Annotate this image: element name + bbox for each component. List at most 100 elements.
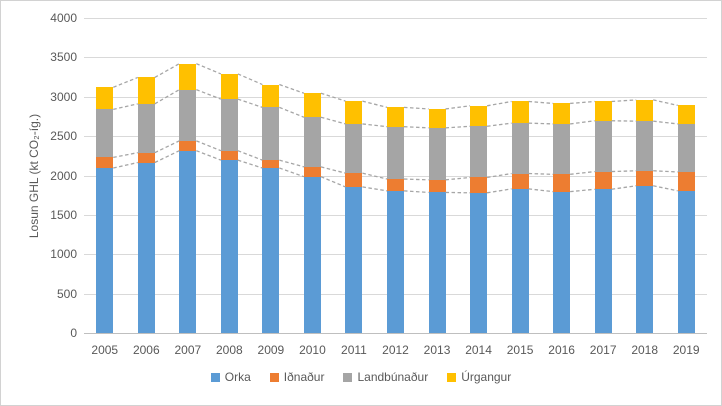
bar-segment-iðnaður-2006 xyxy=(137,152,155,163)
series-line xyxy=(486,100,512,107)
bar-segment-orka-2010 xyxy=(303,176,321,333)
bar-segment-orka-2016 xyxy=(553,191,571,333)
series-line xyxy=(403,190,429,194)
x-tick-label-2011: 2011 xyxy=(341,343,367,357)
series-line xyxy=(362,186,388,192)
series-line xyxy=(279,83,305,94)
series-line xyxy=(320,176,346,188)
series-line xyxy=(237,73,263,86)
bar-segment-landbúnaður-2011 xyxy=(345,123,363,174)
bar-segment-orka-2008 xyxy=(220,160,238,333)
series-line xyxy=(445,176,471,181)
y-tick-label: 2500 xyxy=(50,129,77,144)
bar-segment-úrgangur-2008 xyxy=(220,73,238,100)
bar-segment-orka-2015 xyxy=(511,188,529,333)
y-tick-label: 4000 xyxy=(50,11,77,25)
series-line xyxy=(570,188,595,193)
series-line xyxy=(528,100,554,105)
bar-segment-landbúnaður-2015 xyxy=(511,123,529,174)
gridline xyxy=(84,57,707,59)
series-line xyxy=(611,99,637,103)
legend-label: Iðnaður xyxy=(283,370,325,384)
series-line xyxy=(445,105,471,110)
bar-segment-landbúnaður-2012 xyxy=(387,126,404,180)
series-line xyxy=(403,178,429,181)
series-line xyxy=(486,188,512,194)
bar-segment-orka-2012 xyxy=(387,190,404,333)
bar-segment-landbúnaður-2008 xyxy=(220,99,238,151)
x-tick-label-2006: 2006 xyxy=(132,343,160,357)
bar-segment-iðnaður-2009 xyxy=(262,160,280,169)
bar-segment-iðnaður-2015 xyxy=(511,173,529,189)
legend-item-orka: Orka xyxy=(210,370,251,384)
series-line xyxy=(320,166,346,174)
series-line xyxy=(611,185,637,190)
legend-label: Úrgangur xyxy=(461,370,512,384)
legend-label: Landbúnaður xyxy=(357,370,429,384)
bar-segment-landbúnaður-2007 xyxy=(179,89,197,141)
series-line xyxy=(113,161,138,169)
series-line xyxy=(237,150,263,161)
legend-swatch-icon xyxy=(447,372,457,382)
bar-segment-iðnaður-2007 xyxy=(179,140,197,151)
bar-segment-landbúnaður-2010 xyxy=(303,117,321,167)
bar-segment-úrgangur-2019 xyxy=(677,105,695,124)
bar-segment-orka-2013 xyxy=(428,192,446,333)
bar-segment-landbúnaður-2006 xyxy=(137,103,155,153)
series-line xyxy=(528,122,554,125)
x-tick-label-2012: 2012 xyxy=(382,343,409,357)
bar-segment-orka-2019 xyxy=(677,190,695,333)
bar-segment-landbúnaður-2017 xyxy=(594,120,612,172)
bar-segment-landbúnaður-2014 xyxy=(470,126,488,178)
bar-segment-úrgangur-2007 xyxy=(179,63,197,90)
legend-item-úrgangur: Úrgangur xyxy=(447,370,511,384)
series-line xyxy=(113,76,139,88)
x-tick-label-2016: 2016 xyxy=(548,343,575,357)
bar-segment-úrgangur-2016 xyxy=(553,103,571,124)
x-tick-label-2009: 2009 xyxy=(257,343,285,357)
x-tick-label-2010: 2010 xyxy=(299,343,326,357)
y-tick-label: 0 xyxy=(70,326,77,340)
x-tick-label-2014: 2014 xyxy=(465,343,492,357)
x-tick-label-2008: 2008 xyxy=(216,343,243,357)
x-tick-label-2013: 2013 xyxy=(423,343,451,357)
series-line xyxy=(196,150,222,161)
x-tick-label-2007: 2007 xyxy=(174,343,202,357)
series-line xyxy=(237,98,263,108)
plot-area xyxy=(84,18,707,334)
bar-segment-iðnaður-2017 xyxy=(594,171,612,190)
bar-segment-landbúnaður-2009 xyxy=(262,107,280,161)
legend-item-iðnaður: Iðnaður xyxy=(269,370,325,384)
bar-segment-úrgangur-2005 xyxy=(96,87,114,110)
y-tick-label: 3500 xyxy=(50,50,77,65)
legend-swatch-icon xyxy=(269,372,279,382)
series-line xyxy=(570,100,595,105)
x-tick-label-2019: 2019 xyxy=(672,343,700,357)
series-line xyxy=(611,170,637,173)
series-line xyxy=(320,116,346,125)
y-tick-label: 500 xyxy=(56,286,77,301)
series-line xyxy=(528,172,554,175)
series-line xyxy=(196,63,222,75)
bar-segment-orka-2017 xyxy=(594,189,612,333)
bar-segment-iðnaður-2008 xyxy=(220,150,238,161)
y-tick-label: 3000 xyxy=(50,89,77,104)
legend: Orka Iðnaður Landbúnaður Úrgangur xyxy=(1,370,721,384)
series-line xyxy=(237,159,263,169)
series-line xyxy=(653,120,678,125)
bar-segment-iðnaður-2005 xyxy=(96,157,114,168)
series-line xyxy=(403,126,429,129)
bar-segment-orka-2011 xyxy=(345,186,363,333)
bar-segment-iðnaður-2010 xyxy=(303,166,321,177)
series-line xyxy=(154,140,180,154)
series-line xyxy=(445,125,471,129)
bar-segment-iðnaður-2016 xyxy=(553,174,571,192)
legend-label: Orka xyxy=(224,370,251,384)
bar-segment-landbúnaður-2018 xyxy=(636,121,654,171)
series-line xyxy=(486,122,512,127)
series-line xyxy=(279,106,305,118)
gridline xyxy=(84,96,707,98)
series-line xyxy=(653,185,678,192)
series-line xyxy=(279,159,305,168)
series-line xyxy=(154,63,180,79)
